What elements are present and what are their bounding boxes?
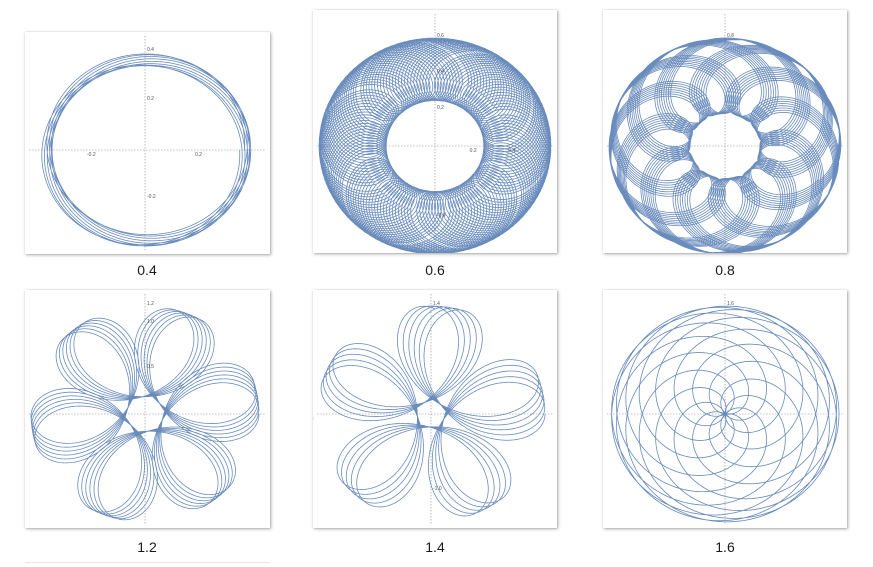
plot-tile-2: 0.6 0.4 0.2 -0.4 0.2 0.4 xyxy=(313,10,557,253)
divider xyxy=(25,562,270,567)
plot-tile-4: 1.2 1.0 0.5 xyxy=(25,290,270,528)
plot-svg-3: 0.8 xyxy=(607,14,843,253)
y-tick-label: -0.2 xyxy=(147,194,156,200)
y-tick-label: 0.2 xyxy=(147,96,154,102)
plot-svg-5: 1.4 -1.0 -1.5 xyxy=(313,294,553,524)
caption-4: 1.2 xyxy=(137,539,157,555)
x-tick-label: -0.2 xyxy=(87,152,96,158)
y-tick-label: 1.2 xyxy=(147,301,154,307)
series-curve xyxy=(608,37,842,253)
plot-tile-3: 0.8 xyxy=(603,10,847,253)
plot-svg-6: 1.6 xyxy=(607,294,843,524)
y-tick-label: 0.4 xyxy=(147,47,154,53)
y-tick-label: 0.6 xyxy=(437,33,444,39)
y-tick-label: -1.0 xyxy=(433,486,442,492)
series-curve xyxy=(320,305,546,517)
y-tick-label: 1.0 xyxy=(147,319,154,325)
caption-5: 1.4 xyxy=(425,539,445,555)
plot-svg-4: 1.2 1.0 0.5 xyxy=(29,294,266,524)
series-curve xyxy=(30,308,260,521)
x-tick-label: 0.4 xyxy=(508,148,515,154)
series-curve xyxy=(611,305,840,523)
plot-svg-1: 0.4 0.2 -0.2 -0.2 0.2 xyxy=(29,36,266,250)
caption-2: 0.6 xyxy=(425,262,445,278)
plot-tile-5: 1.4 -1.0 -1.5 xyxy=(313,290,557,528)
x-tick-label: 0.2 xyxy=(470,148,477,154)
plot-tile-1: 0.4 0.2 -0.2 -0.2 0.2 xyxy=(25,32,270,254)
x-tick-label: -1.5 xyxy=(313,416,314,422)
plot-tile-6: 1.6 xyxy=(603,290,847,528)
y-tick-label: 0.5 xyxy=(147,364,154,370)
x-tick-label: 0.2 xyxy=(195,152,202,158)
y-tick-label: 0.4 xyxy=(437,69,444,75)
series-curve xyxy=(318,37,552,253)
y-tick-label: 1.4 xyxy=(433,301,440,307)
caption-1: 0.4 xyxy=(137,262,157,278)
series-curve xyxy=(41,53,252,247)
caption-3: 0.8 xyxy=(715,262,735,278)
y-tick-label: 1.6 xyxy=(727,301,734,307)
caption-6: 1.6 xyxy=(715,539,735,555)
y-tick-label: 0.8 xyxy=(727,33,734,39)
y-tick-label: -0.4 xyxy=(437,213,446,219)
plot-svg-2: 0.6 0.4 0.2 -0.4 0.2 0.4 xyxy=(317,14,553,253)
y-tick-label: 0.2 xyxy=(437,105,444,111)
